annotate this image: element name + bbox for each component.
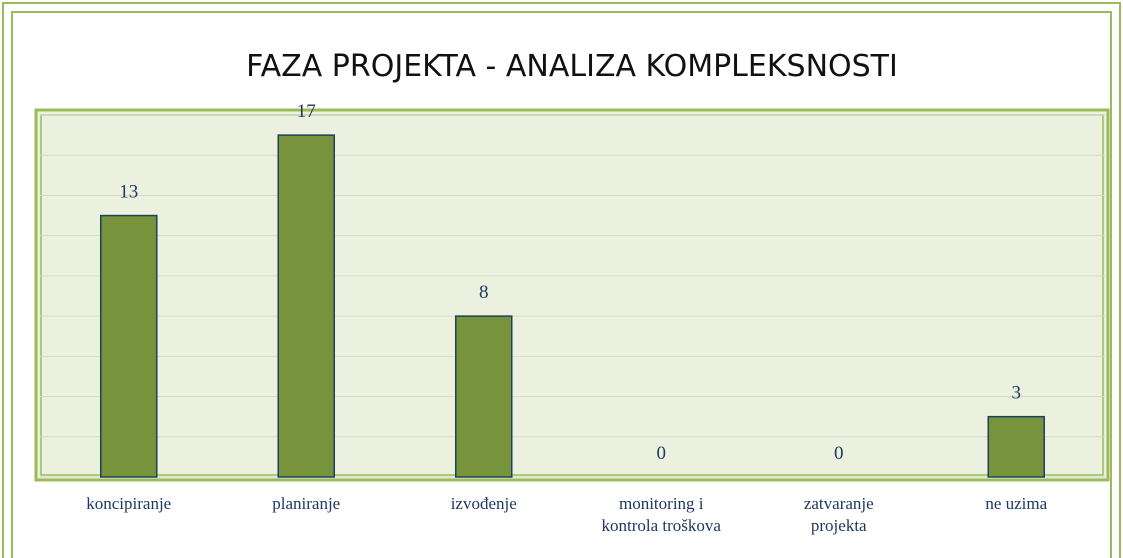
value-label: 3 (1012, 383, 1022, 404)
value-label: 8 (479, 282, 489, 303)
bar (987, 415, 1045, 478)
x-tick-label: koncipiranje (86, 494, 172, 513)
x-tick-label: ne uzima (985, 494, 1048, 513)
value-label: 17 (297, 101, 316, 122)
inner-border (11, 11, 1112, 558)
plot-area (34, 108, 1110, 482)
bar (455, 315, 513, 478)
bar (277, 134, 335, 478)
chart-title: FAZA PROJEKTA - ANALIZA KOMPLEKSNOSTI (246, 49, 898, 84)
value-label: 13 (119, 182, 138, 203)
x-tick-label: zatvaranje projekta (803, 494, 874, 535)
x-tick-label: monitoring i kontrola troškova (601, 494, 721, 535)
x-tick-label: planiranje (272, 494, 341, 513)
value-label: 0 (834, 443, 844, 464)
bar (100, 214, 158, 478)
x-tick-label: izvođenje (450, 494, 517, 513)
value-label: 0 (657, 443, 667, 464)
